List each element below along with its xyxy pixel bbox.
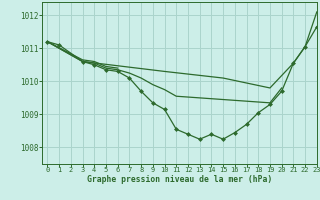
X-axis label: Graphe pression niveau de la mer (hPa): Graphe pression niveau de la mer (hPa) [87,175,272,184]
